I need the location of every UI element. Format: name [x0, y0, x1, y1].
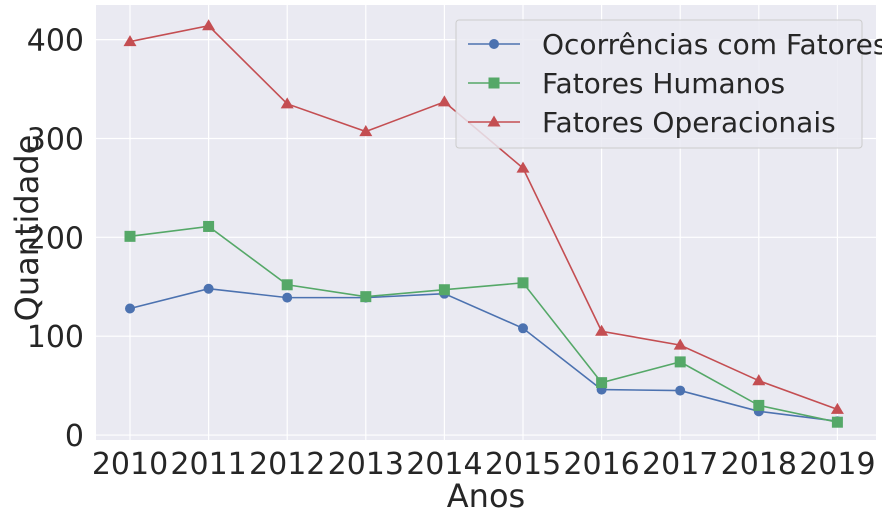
x-tick-label: 2019 [799, 447, 875, 482]
data-point [359, 125, 373, 137]
data-point [202, 19, 216, 31]
series-2 [124, 220, 843, 428]
x-tick-label: 2011 [170, 447, 246, 482]
y-axis-title: Quantidade [8, 135, 46, 322]
x-tick-label: 2016 [563, 447, 639, 482]
grid [96, 5, 876, 440]
data-point [280, 97, 294, 109]
data-point [673, 338, 687, 350]
data-point [203, 283, 214, 294]
y-tick-labels: 0 100 200 300 400 [27, 24, 84, 454]
data-point [831, 416, 843, 428]
x-tick-label: 2010 [92, 447, 168, 482]
data-point [518, 323, 528, 334]
x-tick-label: 2017 [642, 447, 718, 482]
data-point [438, 284, 450, 296]
x-tick-label: 2013 [328, 447, 404, 482]
data-point [281, 279, 293, 291]
data-point [125, 303, 135, 314]
data-point [595, 324, 609, 336]
y-tick-label: 300 [27, 122, 84, 157]
data-point [675, 385, 686, 396]
legend: Ocorrências com Fatores Fatores Humanos Fa… [455, 19, 882, 149]
legend-box [455, 19, 863, 149]
series-line [129, 287, 838, 423]
data-point [360, 291, 372, 303]
legend-entry: Fatores Humanos [468, 67, 785, 100]
data-point [516, 161, 530, 173]
data-point [517, 277, 529, 289]
x-axis-title: Anos [447, 477, 525, 515]
series-line [129, 225, 838, 423]
legend-marker [488, 77, 500, 89]
legend-marker [489, 39, 499, 49]
legend-entry: Ocorrências com Fatores [468, 28, 882, 61]
legend-marker [487, 115, 501, 127]
x-tick-label: 2012 [249, 447, 325, 482]
y-tick-label: 200 [27, 221, 84, 256]
x-tick-label: 2018 [721, 447, 797, 482]
data-point [282, 292, 293, 303]
data-point [596, 377, 608, 389]
x-tick-label: 2014 [406, 447, 482, 482]
legend-label: Ocorrências com Fatores [542, 28, 882, 61]
data-point [830, 402, 844, 414]
data-point [753, 399, 765, 411]
data-point [674, 356, 686, 368]
x-tick-label: 2015 [485, 447, 561, 482]
data-point [203, 220, 215, 232]
data-point [124, 230, 136, 242]
x-tick-labels: 2010 2011 2012 2013 2014 2015 2016 2017 2018 2019 [92, 447, 876, 482]
legend-entry: Fatores Operacionais [468, 106, 836, 139]
data-point [752, 374, 766, 386]
y-tick-label: 400 [27, 24, 84, 59]
legend-label: Fatores Operacionais [542, 106, 836, 139]
y-tick-label: 100 [27, 320, 84, 355]
data-point [437, 95, 451, 107]
legend-label: Fatores Humanos [542, 67, 785, 100]
data-point [123, 35, 137, 47]
y-tick-label: 0 [65, 419, 84, 454]
